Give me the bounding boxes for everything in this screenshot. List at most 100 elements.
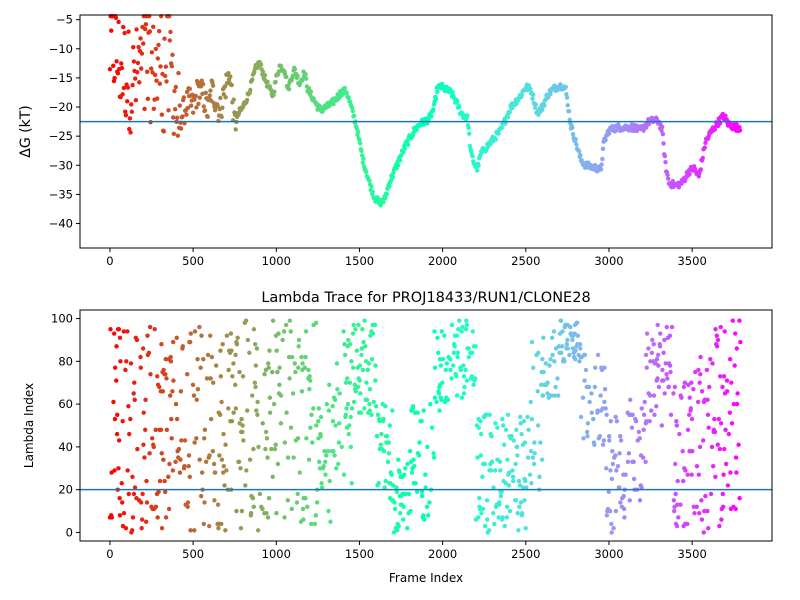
lambda-point [585, 421, 591, 426]
delta-g-point [598, 167, 604, 172]
lambda-point [516, 478, 522, 484]
lambda-point [220, 342, 225, 347]
delta-g-point [260, 69, 266, 75]
lambda-point [547, 363, 552, 368]
lambda-point [484, 498, 490, 503]
delta-g-point [278, 63, 284, 69]
lambda-point [344, 376, 350, 381]
lambda-point [411, 457, 416, 462]
lambda-point [672, 384, 678, 390]
lambda-point [519, 431, 524, 437]
x-tick-label: 1000 [262, 547, 291, 561]
lambda-point [422, 517, 427, 522]
lambda-point [251, 327, 257, 332]
delta-g-point [202, 108, 208, 113]
lambda-point [421, 513, 426, 518]
lambda-point [503, 481, 508, 486]
delta-g-point [405, 138, 410, 144]
delta-g-point [250, 77, 255, 82]
lambda-point [170, 339, 176, 345]
lambda-point [168, 393, 173, 398]
lambda-point [517, 483, 523, 488]
lambda-point [314, 500, 320, 505]
lambda-point [384, 433, 390, 439]
lambda-point [598, 393, 603, 398]
lambda-y-axis-label: Lambda Index [22, 383, 36, 468]
lambda-point [153, 504, 159, 509]
lambda-point [253, 363, 259, 368]
lambda-point [702, 508, 707, 514]
lambda-point [134, 337, 140, 343]
delta-g-point [467, 131, 472, 136]
delta-g-point [149, 50, 155, 55]
delta-g-point [113, 15, 119, 21]
lambda-point [257, 491, 263, 497]
lambda-point [539, 457, 545, 462]
x-tick-label: 500 [182, 254, 204, 268]
lambda-point [536, 350, 541, 355]
delta-g-point [286, 86, 292, 92]
delta-g-point [190, 110, 196, 115]
lambda-point [586, 384, 592, 390]
lambda-point [139, 525, 144, 531]
lambda-point [234, 508, 239, 514]
lambda-point [346, 431, 351, 437]
delta-g-point [530, 92, 536, 98]
lambda-point [609, 530, 614, 535]
delta-g-point [126, 29, 131, 34]
lambda-point [716, 416, 722, 422]
lambda-point [531, 461, 537, 467]
lambda-point [517, 504, 522, 509]
lambda-point [233, 382, 238, 388]
delta-g-point [493, 137, 499, 142]
lambda-point [564, 342, 570, 347]
lambda-point [285, 455, 291, 460]
lambda-point [555, 376, 560, 381]
lambda-point [208, 333, 213, 338]
lambda-point [306, 367, 311, 373]
lambda-point [336, 461, 341, 467]
lambda-point [602, 386, 608, 392]
lambda-point [316, 406, 322, 411]
lambda-point [152, 327, 157, 332]
lambda-point [325, 448, 331, 454]
lambda-point [701, 530, 706, 535]
delta-g-point [734, 122, 739, 127]
delta-g-point [574, 142, 579, 147]
delta-g-point [125, 99, 130, 104]
lambda-point [367, 408, 373, 413]
lambda-point [316, 419, 321, 424]
lambda-point [577, 359, 582, 364]
lambda-point [582, 378, 587, 383]
lambda-point [360, 367, 366, 373]
lambda-point [708, 491, 714, 497]
x-tick-label: 1000 [262, 254, 291, 268]
lambda-point [347, 342, 353, 347]
lambda-point [195, 386, 201, 392]
lambda-point [580, 395, 586, 400]
lambda-point [114, 431, 120, 437]
delta-g-point [127, 126, 132, 132]
lambda-point [289, 354, 295, 360]
lambda-point [337, 421, 342, 426]
lambda-point [568, 324, 573, 330]
y-tick-label: −10 [49, 42, 73, 56]
lambda-point [143, 427, 148, 432]
delta-g-point [248, 87, 253, 93]
lambda-point [219, 399, 224, 405]
lambda-point [272, 446, 278, 452]
lambda-point [721, 472, 726, 477]
lambda-point [187, 474, 193, 480]
lambda-point [603, 466, 609, 471]
delta-g-point [220, 105, 225, 110]
lambda-point [170, 468, 176, 473]
delta-g-point [155, 56, 161, 61]
lambda-point [665, 376, 670, 381]
delta-g-point [185, 105, 190, 111]
lambda-point [173, 459, 178, 465]
lambda-point [123, 525, 129, 531]
lambda-point [327, 382, 332, 388]
lambda-point [727, 356, 733, 362]
lambda-point [449, 376, 454, 381]
